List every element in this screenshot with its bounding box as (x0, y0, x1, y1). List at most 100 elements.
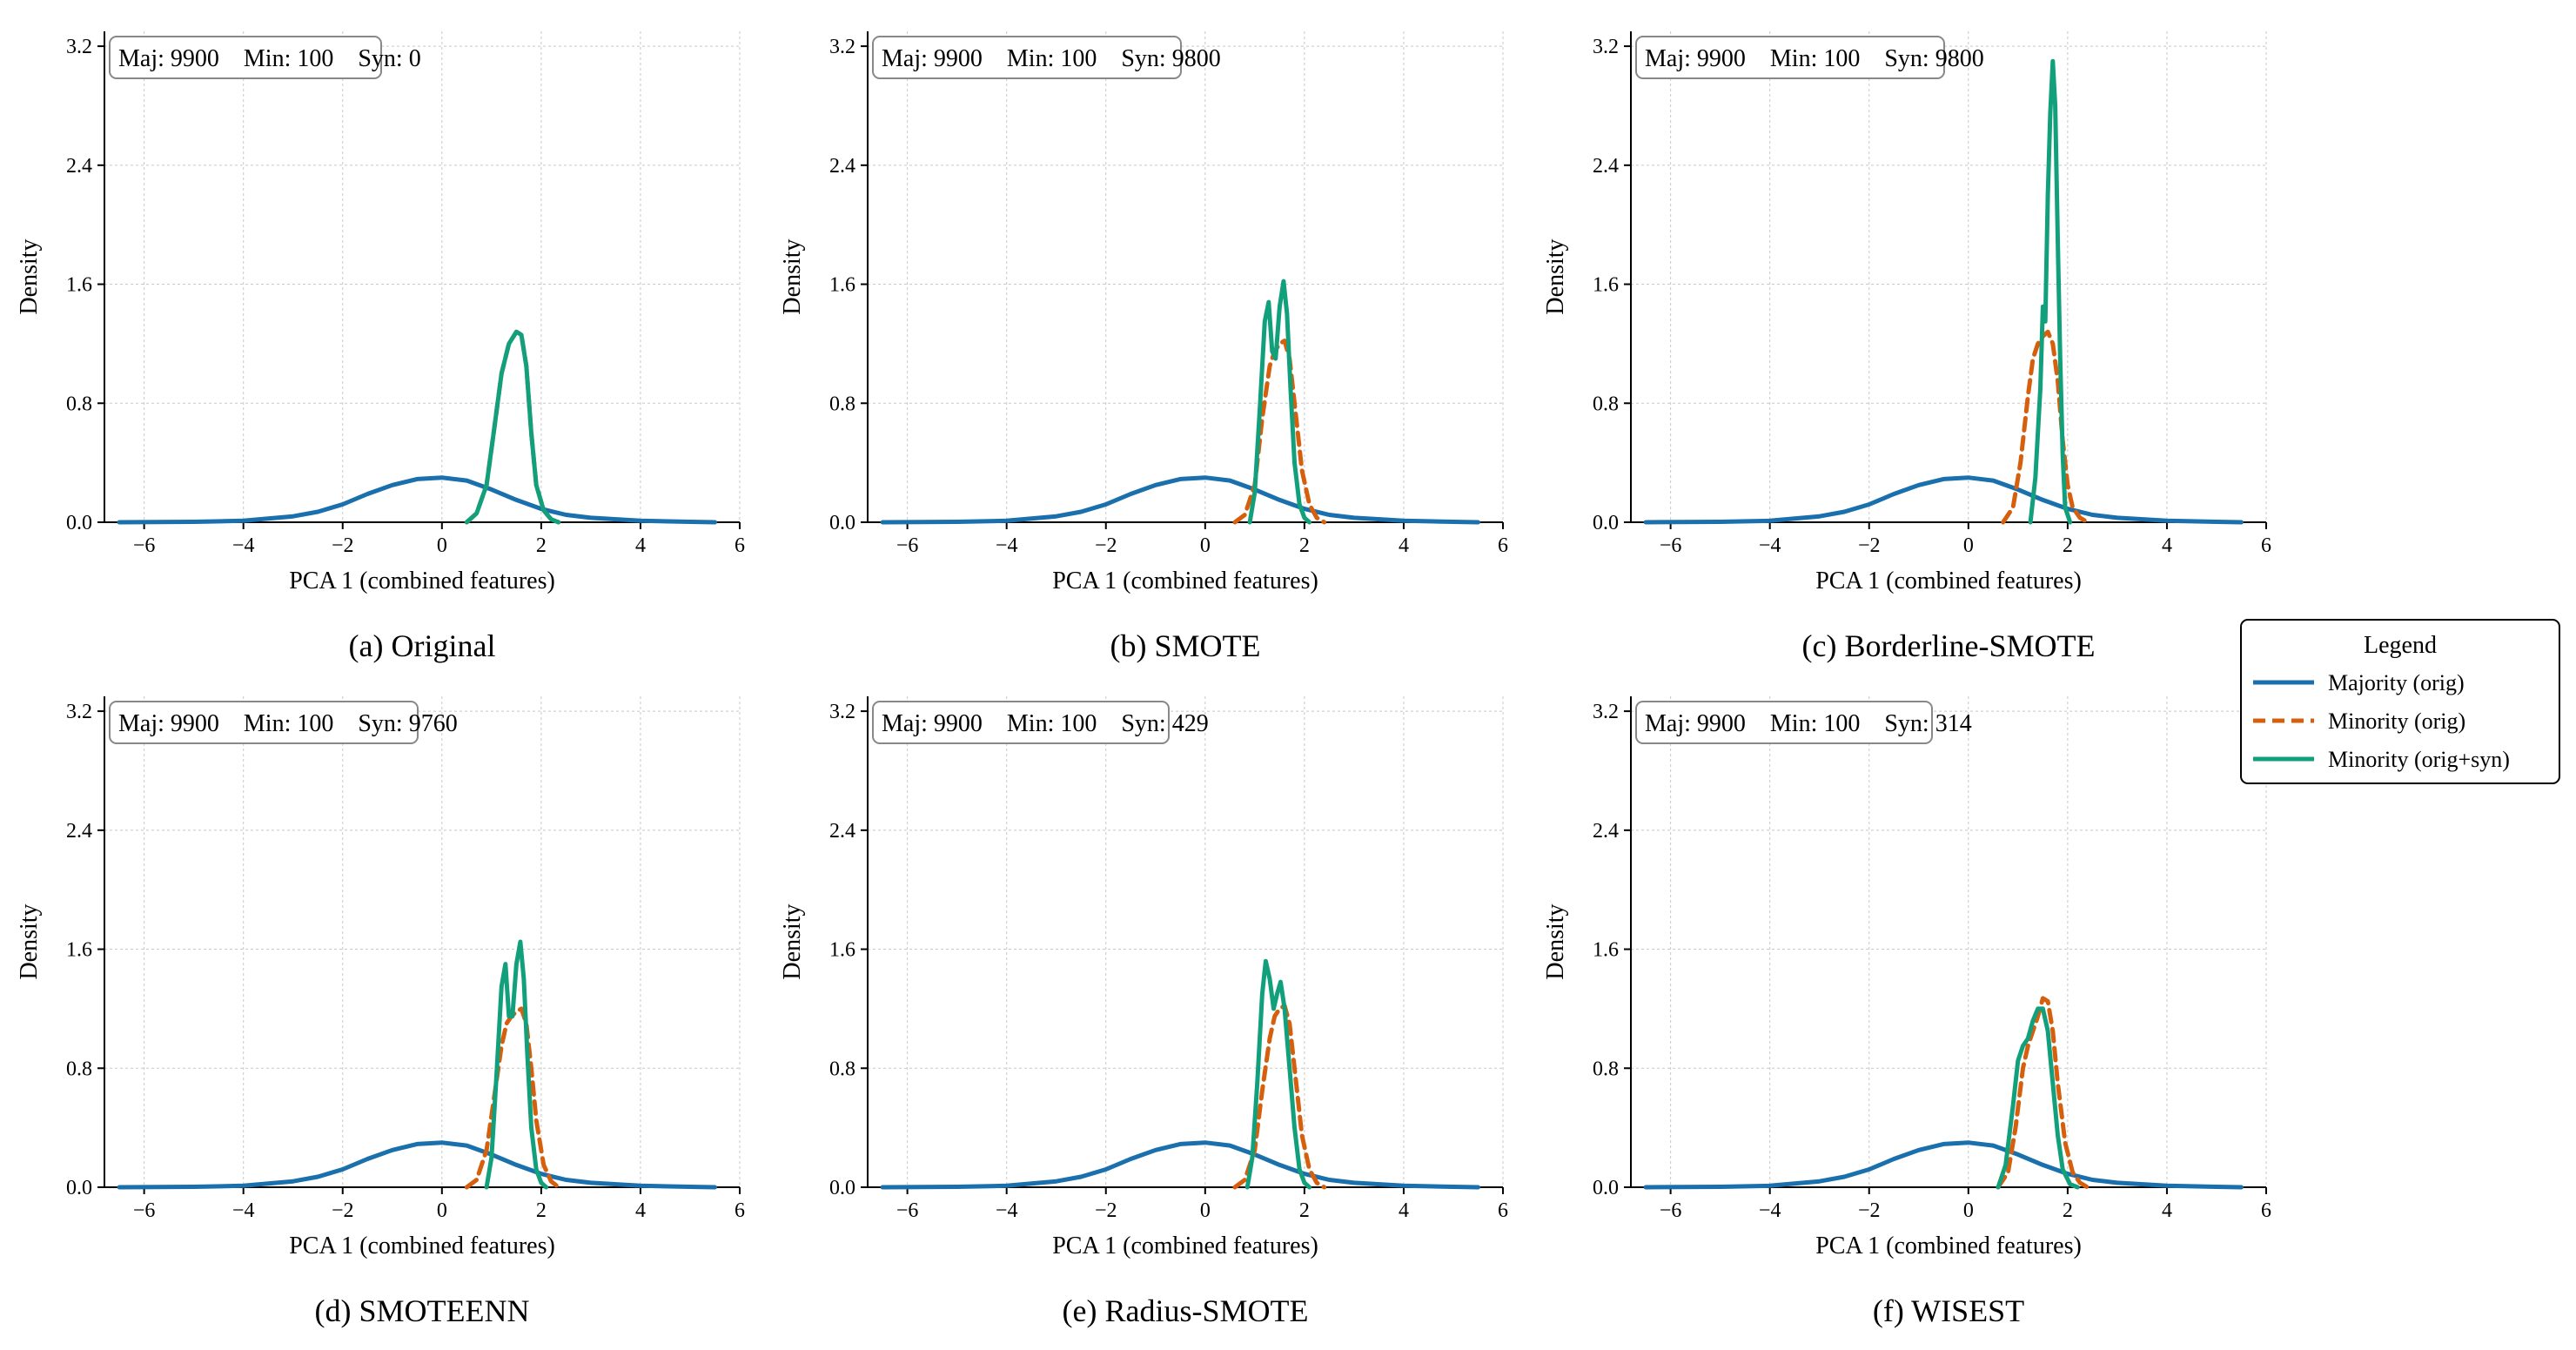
y-tick-label: 0.0 (829, 1177, 855, 1199)
legend-title: Legend (2364, 632, 2437, 659)
y-tick-label: 0.8 (1593, 393, 1619, 415)
count-majority: Maj: 9900 (1645, 710, 1746, 737)
y-tick-label: 0.0 (66, 512, 92, 534)
count-minority: Min: 100 (1770, 45, 1860, 72)
series-line-1 (1643, 475, 2244, 525)
y-tick-label: 1.6 (1593, 274, 1619, 297)
count-box (109, 701, 419, 744)
x-tick-label: 4 (1399, 1199, 1409, 1222)
y-tick-label: 0.8 (829, 1058, 855, 1080)
x-tick-label: −4 (232, 1199, 255, 1222)
count-minority: Min: 100 (244, 710, 333, 737)
count-majority: Maj: 9900 (118, 710, 219, 737)
series-line-2 (2001, 329, 2090, 525)
series-line-1 (117, 475, 717, 525)
subplot-2: −6 −4 −2 0 2 4 6 0.0 0.8 1.6 2.4 3.2 PCA 1 (combined… (779, 31, 1508, 663)
count-text: Maj: 9900 Min: 100 Syn: 429 (882, 710, 1209, 737)
count-synthetic: Syn: 9800 (1884, 45, 1983, 72)
legend-box (2240, 619, 2560, 784)
x-tick-label: 2 (1299, 534, 1310, 557)
legend: Legend Majority (orig) Minority (orig) Mino… (2240, 619, 2560, 784)
count-minority: Min: 100 (1770, 710, 1860, 737)
subplot-caption: (d) SMOTEENN (315, 1293, 530, 1328)
x-tick-label: 6 (1498, 534, 1508, 557)
x-tick-label: 4 (1399, 534, 1409, 557)
legend-label-2: Minority (orig) (2328, 709, 2465, 734)
series-line-1 (117, 1140, 717, 1190)
series-line-2 (1996, 996, 2090, 1190)
x-tick-label: −4 (1759, 534, 1781, 557)
count-synthetic: Syn: 0 (358, 45, 420, 72)
x-tick-label: 0 (1200, 534, 1211, 557)
subplot-caption: (c) Borderline-SMOTE (1802, 628, 2096, 663)
x-tick-label: 2 (536, 1199, 547, 1222)
legend-label-1: Majority (orig) (2328, 670, 2465, 695)
series-line-3 (1244, 958, 1312, 1190)
y-tick-label: 0.8 (1593, 1058, 1619, 1080)
x-tick-label: −2 (1858, 1199, 1881, 1222)
count-synthetic: Syn: 429 (1121, 710, 1208, 737)
y-tick-label: 2.4 (66, 820, 92, 843)
x-tick-label: −6 (133, 1199, 156, 1222)
y-tick-label: 0.0 (1593, 512, 1619, 534)
count-majority: Maj: 9900 (882, 710, 983, 737)
x-tick-label: −6 (133, 534, 156, 557)
y-tick-label: 0.8 (66, 1058, 92, 1080)
count-text: Maj: 9900 Min: 100 Syn: 0 (118, 45, 421, 72)
subplot-caption: (a) Original (349, 628, 496, 663)
y-tick-label: 3.2 (1593, 36, 1619, 58)
x-tick-label: −2 (1095, 534, 1117, 557)
x-tick-label: −6 (1660, 1199, 1682, 1222)
y-tick-label: 2.4 (829, 820, 855, 843)
x-axis-label: PCA 1 (combined features) (1815, 1232, 2082, 1259)
count-minority: Min: 100 (1007, 710, 1097, 737)
subplot-caption: (e) Radius-SMOTE (1063, 1293, 1309, 1328)
y-tick-label: 1.6 (829, 274, 855, 297)
x-tick-label: 4 (2162, 534, 2172, 557)
y-axis-label: Density (16, 903, 43, 979)
count-majority: Maj: 9900 (882, 45, 983, 72)
subplot-5: −6 −4 −2 0 2 4 6 0.0 0.8 1.6 2.4 3.2 PCA 1 (combined… (779, 696, 1508, 1328)
subplot-1: −6 −4 −2 0 2 4 6 0.0 0.8 1.6 2.4 3.2 PCA 1 (combined… (16, 31, 745, 663)
x-tick-label: −2 (1858, 534, 1881, 557)
y-tick-label: 3.2 (1593, 701, 1619, 723)
x-tick-label: 6 (2261, 534, 2271, 557)
series-line-2 (464, 1006, 561, 1190)
x-tick-label: 6 (1498, 1199, 1508, 1222)
x-tick-label: −6 (1660, 534, 1682, 557)
x-tick-label: −4 (232, 534, 255, 557)
count-majority: Maj: 9900 (1645, 45, 1746, 72)
x-tick-label: −6 (896, 1199, 919, 1222)
subplot-6: −6 −4 −2 0 2 4 6 0.0 0.8 1.6 2.4 3.2 PCA 1 (combined… (1542, 696, 2271, 1328)
y-axis-label: Density (16, 238, 43, 314)
x-tick-label: −2 (332, 1199, 354, 1222)
y-tick-label: 1.6 (1593, 939, 1619, 962)
count-synthetic: Syn: 314 (1884, 710, 1971, 737)
series-line-3 (1996, 1006, 2080, 1190)
y-tick-label: 2.4 (1593, 820, 1619, 843)
series-line-2 (1232, 339, 1327, 525)
y-tick-label: 2.4 (829, 155, 855, 178)
series-line-3 (464, 329, 561, 525)
x-tick-label: −4 (1759, 1199, 1781, 1222)
x-tick-label: 0 (1200, 1199, 1211, 1222)
x-tick-label: −4 (996, 1199, 1018, 1222)
y-axis-label: Density (1542, 903, 1569, 979)
y-tick-label: 2.4 (1593, 155, 1619, 178)
x-tick-label: 0 (437, 1199, 447, 1222)
y-axis-label: Density (779, 238, 806, 314)
x-tick-label: 2 (2063, 1199, 2073, 1222)
x-tick-label: 6 (735, 1199, 745, 1222)
count-box (872, 36, 1182, 79)
y-tick-label: 1.6 (66, 274, 92, 297)
x-axis-label: PCA 1 (combined features) (1052, 1232, 1318, 1259)
count-majority: Maj: 9900 (118, 45, 219, 72)
y-tick-label: 2.4 (66, 155, 92, 178)
y-tick-label: 0.8 (829, 393, 855, 415)
x-tick-label: 0 (1963, 534, 1974, 557)
x-tick-label: 2 (2063, 534, 2073, 557)
count-box (109, 36, 382, 79)
y-tick-label: 1.6 (829, 939, 855, 962)
series-line-1 (880, 475, 1480, 525)
